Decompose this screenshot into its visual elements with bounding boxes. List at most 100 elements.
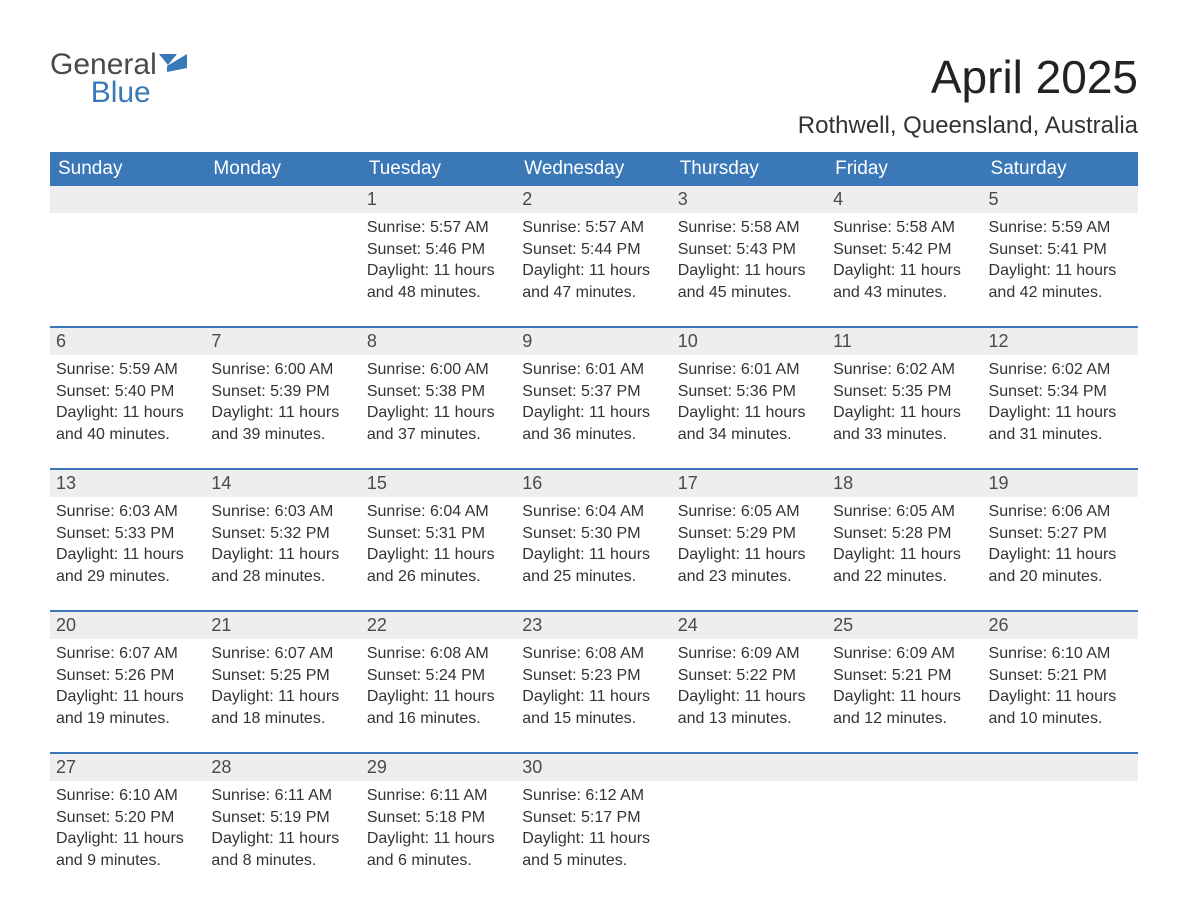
day-cell: 5Sunrise: 5:59 AMSunset: 5:41 PMDaylight…	[983, 186, 1138, 308]
day-cell: 24Sunrise: 6:09 AMSunset: 5:22 PMDayligh…	[672, 612, 827, 734]
day-body: Sunrise: 6:11 AMSunset: 5:19 PMDaylight:…	[205, 781, 360, 873]
sunset-text: Sunset: 5:32 PM	[211, 523, 354, 545]
day-body: Sunrise: 6:07 AMSunset: 5:25 PMDaylight:…	[205, 639, 360, 731]
day-body: Sunrise: 6:00 AMSunset: 5:39 PMDaylight:…	[205, 355, 360, 447]
day-body: Sunrise: 5:58 AMSunset: 5:43 PMDaylight:…	[672, 213, 827, 305]
calendar: Sunday Monday Tuesday Wednesday Thursday…	[50, 152, 1138, 876]
day-body: Sunrise: 5:59 AMSunset: 5:41 PMDaylight:…	[983, 213, 1138, 305]
daylight-text: Daylight: 11 hours and 26 minutes.	[367, 544, 510, 587]
day-number: 4	[827, 186, 982, 213]
sunrise-text: Sunrise: 6:06 AM	[989, 501, 1132, 523]
day-number: 6	[50, 328, 205, 355]
day-body: Sunrise: 5:57 AMSunset: 5:46 PMDaylight:…	[361, 213, 516, 305]
sunrise-text: Sunrise: 6:01 AM	[678, 359, 821, 381]
day-cell: 1Sunrise: 5:57 AMSunset: 5:46 PMDaylight…	[361, 186, 516, 308]
sunrise-text: Sunrise: 6:04 AM	[367, 501, 510, 523]
month-title: April 2025	[798, 50, 1138, 104]
sunrise-text: Sunrise: 6:00 AM	[211, 359, 354, 381]
day-body: Sunrise: 5:57 AMSunset: 5:44 PMDaylight:…	[516, 213, 671, 305]
sunrise-text: Sunrise: 6:08 AM	[367, 643, 510, 665]
weeks-container: 1Sunrise: 5:57 AMSunset: 5:46 PMDaylight…	[50, 186, 1138, 876]
day-cell: 23Sunrise: 6:08 AMSunset: 5:23 PMDayligh…	[516, 612, 671, 734]
day-number: 10	[672, 328, 827, 355]
day-body: Sunrise: 6:00 AMSunset: 5:38 PMDaylight:…	[361, 355, 516, 447]
day-body: Sunrise: 6:12 AMSunset: 5:17 PMDaylight:…	[516, 781, 671, 873]
sunset-text: Sunset: 5:42 PM	[833, 239, 976, 261]
page-header: General Blue April 2025 Rothwell, Queens…	[50, 50, 1138, 140]
week-row: 27Sunrise: 6:10 AMSunset: 5:20 PMDayligh…	[50, 752, 1138, 876]
weekday-header: Thursday	[672, 152, 827, 186]
sunset-text: Sunset: 5:26 PM	[56, 665, 199, 687]
day-number: 18	[827, 470, 982, 497]
day-cell: 7Sunrise: 6:00 AMSunset: 5:39 PMDaylight…	[205, 328, 360, 450]
sunrise-text: Sunrise: 5:58 AM	[833, 217, 976, 239]
daylight-text: Daylight: 11 hours and 5 minutes.	[522, 828, 665, 871]
day-cell: 3Sunrise: 5:58 AMSunset: 5:43 PMDaylight…	[672, 186, 827, 308]
daylight-text: Daylight: 11 hours and 42 minutes.	[989, 260, 1132, 303]
day-cell: 2Sunrise: 5:57 AMSunset: 5:44 PMDaylight…	[516, 186, 671, 308]
day-body: Sunrise: 6:05 AMSunset: 5:29 PMDaylight:…	[672, 497, 827, 589]
day-cell: 9Sunrise: 6:01 AMSunset: 5:37 PMDaylight…	[516, 328, 671, 450]
flag-icon	[159, 54, 189, 76]
sunset-text: Sunset: 5:35 PM	[833, 381, 976, 403]
sunrise-text: Sunrise: 6:03 AM	[56, 501, 199, 523]
day-cell: 17Sunrise: 6:05 AMSunset: 5:29 PMDayligh…	[672, 470, 827, 592]
week-row: 6Sunrise: 5:59 AMSunset: 5:40 PMDaylight…	[50, 326, 1138, 450]
weekday-header: Friday	[827, 152, 982, 186]
day-number	[50, 186, 205, 213]
sunset-text: Sunset: 5:21 PM	[989, 665, 1132, 687]
day-cell: 13Sunrise: 6:03 AMSunset: 5:33 PMDayligh…	[50, 470, 205, 592]
weekday-header: Tuesday	[361, 152, 516, 186]
daylight-text: Daylight: 11 hours and 40 minutes.	[56, 402, 199, 445]
daylight-text: Daylight: 11 hours and 43 minutes.	[833, 260, 976, 303]
weekday-header: Monday	[205, 152, 360, 186]
sunset-text: Sunset: 5:19 PM	[211, 807, 354, 829]
day-body: Sunrise: 5:58 AMSunset: 5:42 PMDaylight:…	[827, 213, 982, 305]
day-number: 25	[827, 612, 982, 639]
day-body: Sunrise: 6:08 AMSunset: 5:24 PMDaylight:…	[361, 639, 516, 731]
sunrise-text: Sunrise: 6:10 AM	[989, 643, 1132, 665]
daylight-text: Daylight: 11 hours and 48 minutes.	[367, 260, 510, 303]
sunset-text: Sunset: 5:34 PM	[989, 381, 1132, 403]
brand-logo: General Blue	[50, 50, 189, 108]
day-cell	[205, 186, 360, 308]
day-number: 13	[50, 470, 205, 497]
day-number: 8	[361, 328, 516, 355]
day-cell	[983, 754, 1138, 876]
day-number: 3	[672, 186, 827, 213]
daylight-text: Daylight: 11 hours and 13 minutes.	[678, 686, 821, 729]
day-number: 22	[361, 612, 516, 639]
day-body: Sunrise: 6:02 AMSunset: 5:35 PMDaylight:…	[827, 355, 982, 447]
day-cell: 4Sunrise: 5:58 AMSunset: 5:42 PMDaylight…	[827, 186, 982, 308]
day-number: 15	[361, 470, 516, 497]
daylight-text: Daylight: 11 hours and 6 minutes.	[367, 828, 510, 871]
sunrise-text: Sunrise: 5:59 AM	[56, 359, 199, 381]
sunset-text: Sunset: 5:31 PM	[367, 523, 510, 545]
daylight-text: Daylight: 11 hours and 12 minutes.	[833, 686, 976, 729]
logo-word-2: Blue	[50, 78, 157, 108]
day-body: Sunrise: 6:06 AMSunset: 5:27 PMDaylight:…	[983, 497, 1138, 589]
day-number: 1	[361, 186, 516, 213]
day-cell	[50, 186, 205, 308]
day-number: 11	[827, 328, 982, 355]
day-body: Sunrise: 6:04 AMSunset: 5:31 PMDaylight:…	[361, 497, 516, 589]
day-number: 24	[672, 612, 827, 639]
day-cell: 30Sunrise: 6:12 AMSunset: 5:17 PMDayligh…	[516, 754, 671, 876]
day-cell: 8Sunrise: 6:00 AMSunset: 5:38 PMDaylight…	[361, 328, 516, 450]
day-body: Sunrise: 6:03 AMSunset: 5:32 PMDaylight:…	[205, 497, 360, 589]
daylight-text: Daylight: 11 hours and 34 minutes.	[678, 402, 821, 445]
day-number: 12	[983, 328, 1138, 355]
sunrise-text: Sunrise: 6:02 AM	[989, 359, 1132, 381]
day-body: Sunrise: 5:59 AMSunset: 5:40 PMDaylight:…	[50, 355, 205, 447]
sunset-text: Sunset: 5:18 PM	[367, 807, 510, 829]
sunrise-text: Sunrise: 6:09 AM	[833, 643, 976, 665]
sunset-text: Sunset: 5:39 PM	[211, 381, 354, 403]
sunset-text: Sunset: 5:43 PM	[678, 239, 821, 261]
sunset-text: Sunset: 5:44 PM	[522, 239, 665, 261]
title-block: April 2025 Rothwell, Queensland, Austral…	[798, 50, 1138, 140]
day-number	[827, 754, 982, 781]
day-body: Sunrise: 6:01 AMSunset: 5:37 PMDaylight:…	[516, 355, 671, 447]
day-number: 23	[516, 612, 671, 639]
sunrise-text: Sunrise: 6:09 AM	[678, 643, 821, 665]
sunset-text: Sunset: 5:37 PM	[522, 381, 665, 403]
